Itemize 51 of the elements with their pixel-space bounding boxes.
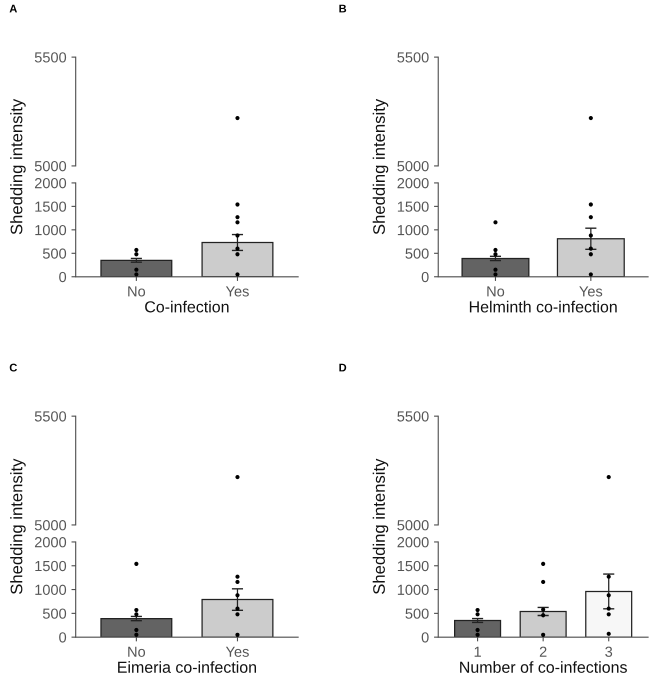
x-tick-label: 3 [605,646,612,657]
y-tick-label: 1000 [398,224,429,236]
y-tick-label: 500 [405,248,429,259]
bar [454,620,502,638]
y-tick-label: 5500 [397,411,429,422]
x-tick-label: No [128,646,146,657]
y-axis-title: Shedding intensity [372,458,388,594]
y-axis-title: Shedding intensity [10,458,26,594]
x-tick-label: Yes [226,286,249,296]
y-tick-label: 5000 [34,520,66,530]
x-tick-label: No [487,286,504,296]
y-tick-label: 500 [42,248,66,259]
y-tick-label: 0 [59,632,66,643]
y-tick-label: 1000 [35,224,66,236]
x-axis-title: Eimeria co-infection [118,661,256,673]
x-tick-label: No [128,286,146,296]
y-tick-label: 1500 [35,201,66,212]
y-tick-label: 2000 [398,537,429,548]
chart-title: C [10,364,18,372]
chart-title: A [10,4,18,12]
x-tick-label: 1 [474,646,481,657]
y-tick-label: 0 [422,272,429,282]
y-tick-label: 0 [422,632,429,643]
bar [520,610,567,638]
y-tick-label: 2000 [34,178,66,188]
y-tick-label: 1500 [398,560,429,572]
y-tick-label: 1000 [35,584,66,595]
text: B [339,4,346,12]
y-tick-label: 5000 [397,161,429,172]
x-tick-label: Yes [579,286,602,296]
y-tick-label: 500 [405,608,429,619]
y-tick-label: 5500 [397,52,429,63]
y-tick-label: 5000 [397,520,429,530]
y-tick-label: 1000 [398,584,429,595]
y-tick-label: 0 [59,272,66,282]
x-axis-title: Helminth co-infection [470,300,617,313]
y-tick-label: 5500 [34,52,66,63]
y-tick-label: 5500 [34,411,66,422]
x-axis-title: Number of co-infections [460,661,627,673]
y-tick-label: 1500 [398,201,429,212]
y-tick-label: 2000 [34,537,66,548]
y-tick-label: 5000 [34,161,66,172]
y-axis-title: Shedding intensity [372,98,388,234]
y-tick-label: 1500 [35,560,66,572]
y-tick-label: 500 [42,608,66,619]
x-axis-title: Co-infection [145,300,228,313]
text: D [339,364,346,372]
y-axis-title: Shedding intensity [10,98,26,234]
x-tick-label: 2 [540,646,546,657]
y-tick-label: 2000 [398,178,429,188]
x-tick-label: Yes [226,646,249,657]
